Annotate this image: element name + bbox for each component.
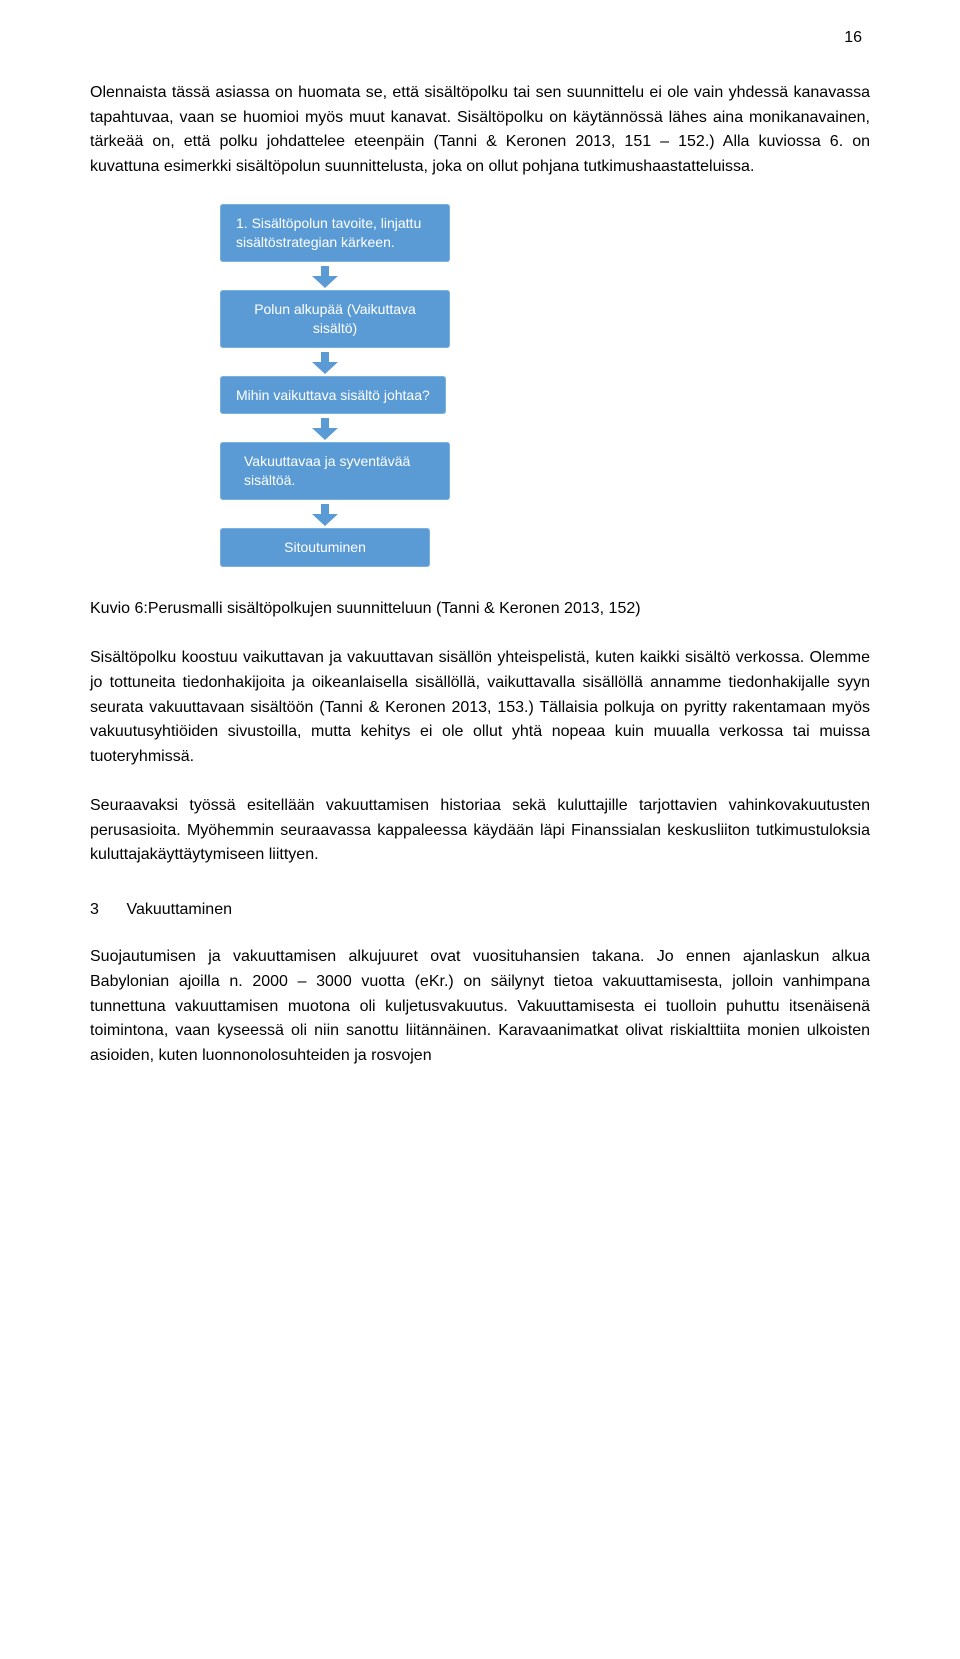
section-title: Vakuuttaminen (126, 901, 232, 918)
flow-node-2: Polun alkupää (Vaikuttava sisältö) (220, 290, 450, 348)
section-number: 3 (90, 898, 122, 923)
flow-node-4: Vakuuttavaa ja syventävää sisältöä. (220, 442, 450, 500)
flow-arrow-icon (220, 500, 430, 528)
flow-arrow-icon (220, 348, 430, 376)
paragraph-4: Suojautumisen ja vakuuttamisen alkujuure… (90, 945, 870, 1069)
flow-arrow-icon (220, 262, 430, 290)
flowchart: 1. Sisältöpolun tavoite, linjattu sisält… (90, 204, 870, 567)
paragraph-2: Sisältöpolku koostuu vaikuttavan ja vaku… (90, 646, 870, 770)
flow-node-3: Mihin vaikuttava sisältö johtaa? (220, 376, 446, 415)
flow-node-1: 1. Sisältöpolun tavoite, linjattu sisält… (220, 204, 450, 262)
section-heading: 3 Vakuuttaminen (90, 898, 870, 923)
flow-node-5: Sitoutuminen (220, 528, 430, 567)
flow-arrow-icon (220, 414, 430, 442)
figure-caption: Kuvio 6:Perusmalli sisältöpolkujen suunn… (90, 597, 870, 622)
paragraph-intro: Olennaista tässä asiassa on huomata se, … (90, 81, 870, 180)
page-number: 16 (90, 26, 870, 51)
paragraph-3: Seuraavaksi työssä esitellään vakuuttami… (90, 794, 870, 868)
